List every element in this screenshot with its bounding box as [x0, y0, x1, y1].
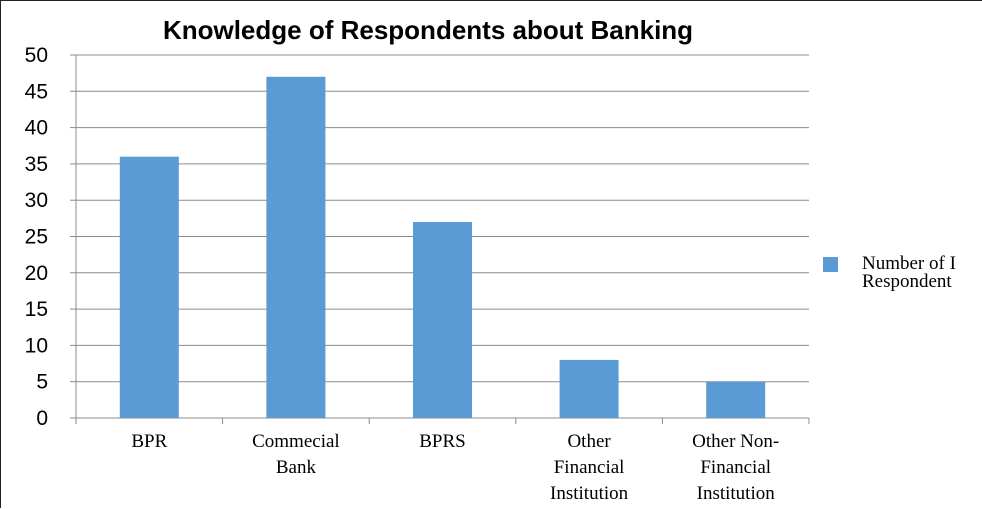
legend-swatch	[823, 257, 838, 272]
y-tick-label: 25	[25, 226, 48, 249]
y-tick-label: 40	[25, 117, 48, 140]
chart-title: Knowledge of Respondents about Banking	[163, 15, 693, 45]
y-tick-label: 15	[25, 298, 48, 321]
y-tick-label: 5	[36, 371, 48, 394]
x-tick-label: Commecial Bank	[252, 431, 340, 478]
x-axis-ticks: BPR Commecial Bank BPRS Other Financial Instit…	[131, 431, 779, 504]
y-tick-label: 30	[25, 189, 48, 212]
x-tick-label: BPRS	[419, 431, 465, 452]
y-tick-label: 50	[25, 44, 48, 67]
y-tick-label: 10	[25, 334, 48, 357]
y-tick-label: 0	[36, 407, 48, 430]
legend-label: Number of I Respondent	[862, 253, 956, 292]
x-tick-label: Other Financial Institution	[550, 431, 629, 504]
bar	[266, 76, 326, 418]
y-axis-ticks: 0 5 10 15 20 25 30 35 40 45 50	[25, 44, 48, 430]
y-tick-label: 35	[25, 153, 48, 176]
bar	[706, 381, 766, 418]
x-tick-label: BPR	[131, 431, 167, 452]
y-tick-label: 20	[25, 262, 48, 285]
bar	[413, 221, 472, 418]
bar	[559, 359, 619, 418]
y-tick-label: 45	[25, 80, 48, 103]
bars	[119, 76, 766, 418]
bar	[119, 156, 179, 418]
legend: Number of I Respondent	[823, 253, 956, 292]
x-tick-label: Other Non-Financial Institution	[692, 431, 779, 504]
